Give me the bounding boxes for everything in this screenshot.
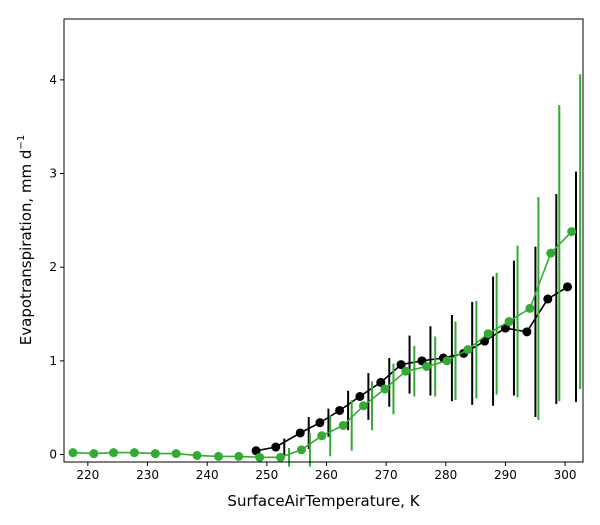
data-point bbox=[315, 418, 325, 428]
data-point bbox=[401, 366, 411, 376]
data-point bbox=[255, 452, 265, 462]
series-2 bbox=[68, 74, 582, 467]
data-layer bbox=[68, 74, 582, 467]
plot-frame bbox=[63, 18, 584, 463]
data-point bbox=[522, 327, 532, 337]
y-axis-title: Evapotranspiration, mm d−1 bbox=[16, 135, 35, 345]
data-point bbox=[567, 227, 577, 237]
y-axis-title-main: Evapotranspiration, mm d bbox=[17, 150, 35, 346]
data-point bbox=[68, 448, 78, 458]
series-line bbox=[255, 286, 568, 452]
data-point bbox=[483, 329, 493, 339]
data-point bbox=[546, 248, 556, 258]
data-point bbox=[380, 384, 390, 394]
x-tick-label: 270 bbox=[375, 468, 398, 482]
x-tick-label: 230 bbox=[136, 468, 159, 482]
data-point bbox=[422, 361, 432, 371]
data-point bbox=[171, 449, 181, 459]
x-tick-label: 220 bbox=[76, 468, 99, 482]
data-point bbox=[296, 445, 306, 455]
data-point bbox=[129, 448, 139, 458]
data-point bbox=[463, 345, 473, 355]
data-point bbox=[295, 428, 305, 438]
x-tick-label: 250 bbox=[255, 468, 278, 482]
data-point bbox=[335, 405, 345, 415]
x-tick-label: 300 bbox=[554, 468, 577, 482]
y-tick-label: 0 bbox=[49, 448, 57, 462]
data-point bbox=[192, 450, 202, 460]
data-point bbox=[355, 391, 365, 401]
data-point bbox=[234, 451, 244, 461]
x-tick-label: 280 bbox=[434, 468, 457, 482]
data-point bbox=[89, 449, 99, 459]
data-point bbox=[150, 449, 160, 459]
data-point bbox=[500, 323, 510, 333]
data-point bbox=[525, 303, 535, 313]
y-axis-title-superscript: −1 bbox=[16, 135, 27, 150]
data-point bbox=[358, 401, 368, 411]
data-point bbox=[109, 448, 119, 458]
data-point bbox=[214, 451, 224, 461]
data-point bbox=[338, 420, 348, 430]
data-point bbox=[271, 442, 281, 452]
x-tick-label: 240 bbox=[196, 468, 219, 482]
y-tick-label: 2 bbox=[49, 260, 57, 274]
data-point bbox=[276, 452, 286, 462]
y-tick-label: 1 bbox=[49, 354, 57, 368]
data-point bbox=[396, 360, 406, 370]
x-tick-label: 290 bbox=[494, 468, 517, 482]
series-1 bbox=[251, 171, 577, 456]
x-tick-label: 260 bbox=[315, 468, 338, 482]
data-point bbox=[317, 431, 327, 441]
y-tick-label: 3 bbox=[49, 167, 57, 181]
data-point bbox=[251, 446, 261, 456]
data-point bbox=[376, 377, 386, 387]
y-tick-label: 4 bbox=[49, 73, 57, 87]
data-point bbox=[442, 356, 452, 366]
data-point bbox=[504, 317, 514, 327]
data-point bbox=[543, 294, 553, 304]
tick-layer: 220 230 240 250 260 270 280 290 300 0 1 2 3 4 bbox=[49, 73, 576, 482]
x-axis-title: SurfaceAirTemperature, K bbox=[227, 492, 420, 510]
data-point bbox=[562, 282, 572, 292]
